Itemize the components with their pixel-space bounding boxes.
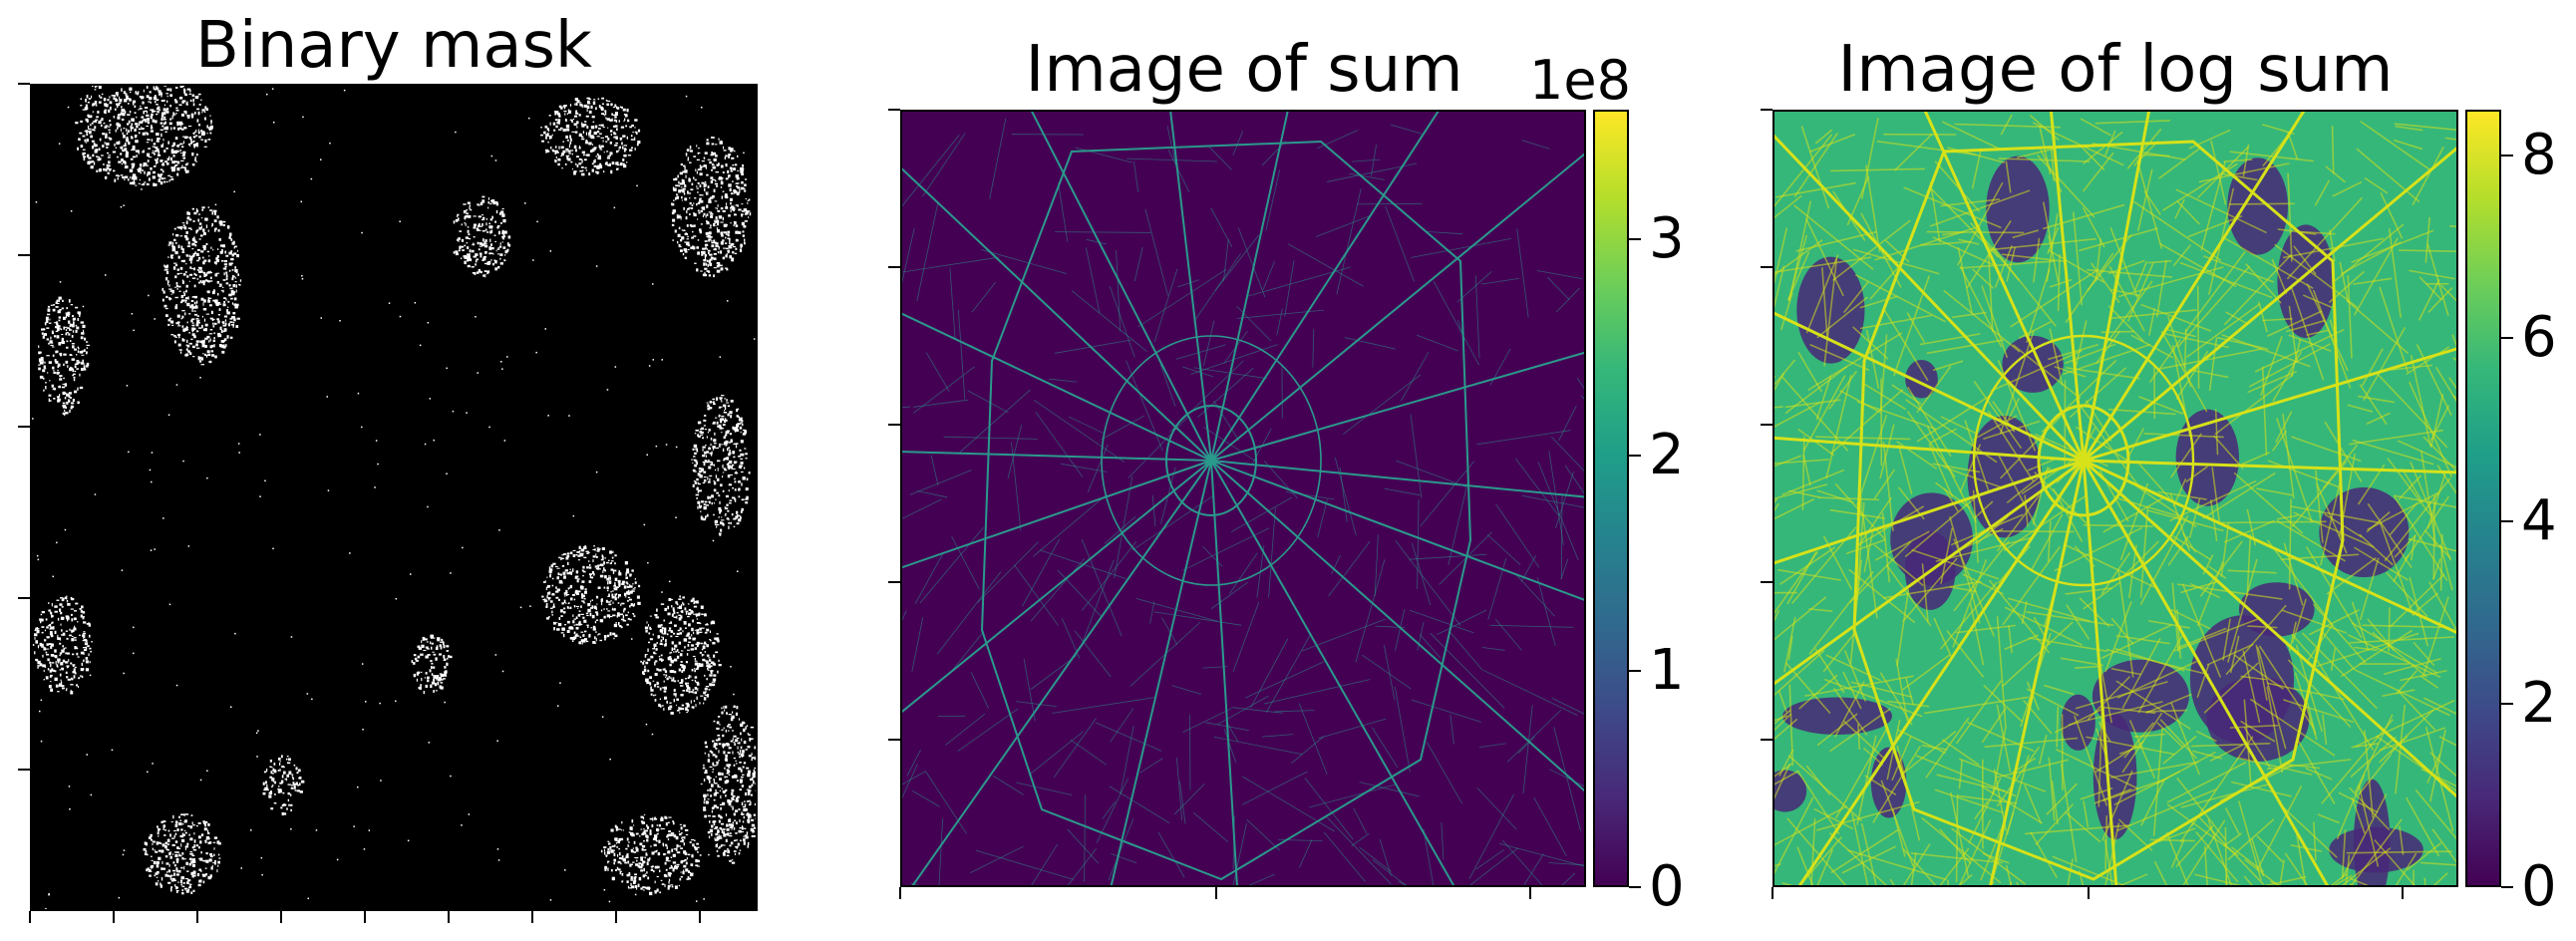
colorbar-tick bbox=[2501, 703, 2513, 706]
x-axis-tick bbox=[615, 911, 617, 923]
y-axis-tick bbox=[1761, 424, 1772, 426]
colorbar-sum bbox=[1593, 110, 1629, 887]
image-of-sum-plot bbox=[902, 112, 1584, 885]
y-axis-tick bbox=[18, 769, 30, 771]
colorbar-tick-label: 4 bbox=[2521, 487, 2557, 553]
y-axis-tick bbox=[888, 109, 900, 111]
x-axis-tick bbox=[1771, 887, 1773, 899]
y-axis-tick bbox=[1761, 266, 1772, 268]
y-axis-tick bbox=[18, 254, 30, 256]
colorbar-tick bbox=[1629, 886, 1641, 888]
chart-title-binary-mask: Binary mask bbox=[195, 9, 592, 83]
colorbar-tick-label: 6 bbox=[2521, 305, 2557, 371]
x-axis-tick bbox=[448, 911, 450, 923]
y-axis-tick bbox=[888, 581, 900, 583]
x-axis-tick bbox=[899, 887, 901, 899]
y-axis-tick bbox=[888, 424, 900, 426]
x-axis-tick bbox=[364, 911, 366, 923]
colorbar-tick-label: 2 bbox=[1649, 422, 1685, 487]
colorbar-sum-gradient bbox=[1595, 112, 1627, 885]
colorbar-tick-label: 3 bbox=[1649, 206, 1685, 271]
y-axis-tick bbox=[1761, 109, 1772, 111]
colorbar-log-sum bbox=[2465, 110, 2501, 887]
y-axis-tick bbox=[18, 83, 30, 85]
x-axis-tick bbox=[196, 911, 198, 923]
binary-mask-plot bbox=[32, 86, 756, 909]
image-of-sum-heatmap bbox=[900, 110, 1586, 887]
colorbar-tick-label: 1 bbox=[1649, 638, 1685, 704]
x-axis-tick bbox=[1215, 887, 1217, 899]
colorbar-tick bbox=[2501, 337, 2513, 340]
x-axis-tick bbox=[1529, 887, 1531, 899]
y-axis-tick bbox=[888, 739, 900, 741]
colorbar-tick bbox=[2501, 519, 2513, 522]
binary-mask-image bbox=[30, 84, 758, 911]
colorbar-tick-label: 0 bbox=[2521, 854, 2557, 919]
x-axis-tick bbox=[280, 911, 282, 923]
image-of-log-sum-heatmap bbox=[1772, 110, 2458, 887]
y-axis-tick bbox=[18, 426, 30, 428]
colorbar-tick-label: 0 bbox=[1649, 854, 1685, 919]
colorbar-tick bbox=[1629, 454, 1641, 457]
colorbar-tick bbox=[1629, 238, 1641, 240]
x-axis-tick bbox=[531, 911, 533, 923]
y-axis-tick bbox=[1761, 739, 1772, 741]
chart-title-image-of-log-sum: Image of log sum bbox=[1837, 33, 2394, 107]
colorbar-tick bbox=[2501, 886, 2513, 888]
colorbar-tick-label: 2 bbox=[2521, 671, 2557, 737]
colorbar-tick-label: 8 bbox=[2521, 122, 2557, 187]
y-axis-tick bbox=[18, 597, 30, 599]
y-axis-tick bbox=[1761, 581, 1772, 583]
x-axis-tick bbox=[2088, 887, 2090, 899]
image-of-log-sum-plot bbox=[1774, 112, 2456, 885]
colorbar-sum-exponent: 1e8 bbox=[1529, 49, 1631, 112]
colorbar-tick bbox=[2501, 154, 2513, 157]
x-axis-tick bbox=[113, 911, 115, 923]
x-axis-tick bbox=[29, 911, 31, 923]
x-axis-tick bbox=[699, 911, 701, 923]
y-axis-tick bbox=[888, 266, 900, 268]
colorbar-log-sum-gradient bbox=[2467, 112, 2499, 885]
chart-title-image-of-sum: Image of sum bbox=[1025, 33, 1463, 107]
x-axis-tick bbox=[2402, 887, 2404, 899]
colorbar-tick bbox=[1629, 670, 1641, 673]
